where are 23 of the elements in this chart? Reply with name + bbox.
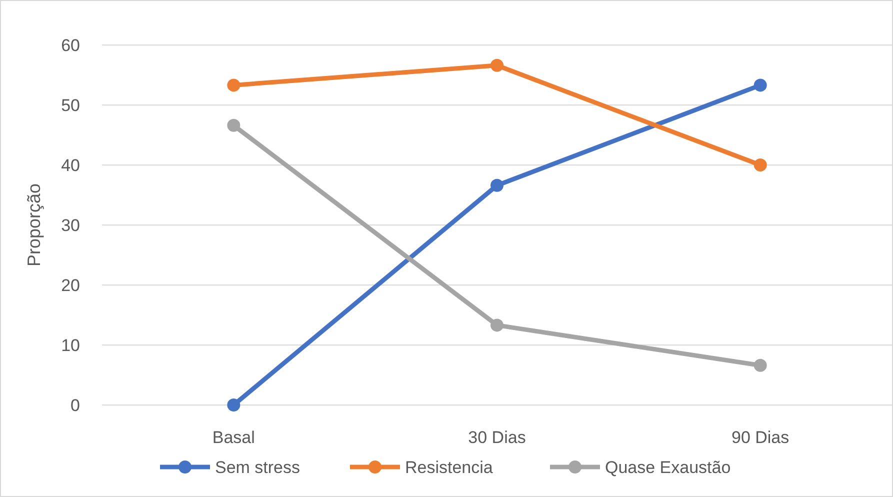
point [490, 318, 504, 332]
x-tick-label: 30 Dias [468, 428, 526, 447]
y-tick-label: 10 [61, 336, 80, 355]
point [227, 118, 240, 132]
point [227, 398, 240, 412]
point [227, 78, 240, 92]
y-axis-title: Proporção [24, 183, 44, 267]
point [490, 58, 504, 72]
point [754, 158, 767, 172]
y-tick-label: 50 [61, 96, 80, 115]
y-tick-label: 20 [61, 276, 80, 295]
legend-label: Sem stress [215, 458, 300, 477]
y-tick-label: 40 [61, 156, 80, 175]
point [754, 78, 767, 92]
point [490, 178, 504, 192]
x-tick-label: 90 Dias [732, 428, 790, 447]
y-tick-label: 60 [61, 36, 80, 55]
y-tick-label: 0 [70, 396, 80, 415]
legend-label: Resistencia [405, 458, 494, 477]
y-tick-label: 30 [61, 216, 80, 235]
point [754, 358, 767, 372]
x-tick-label: Basal [212, 428, 255, 447]
legend-label: Quase Exaustão [605, 458, 731, 477]
